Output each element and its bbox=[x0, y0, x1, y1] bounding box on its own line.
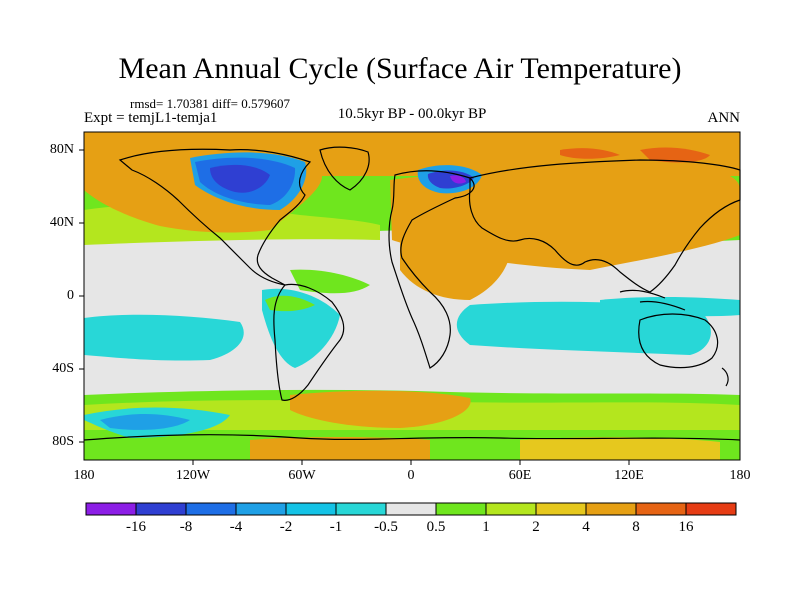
colorbar-label-11: 8 bbox=[632, 519, 640, 535]
field-southern-ocean-orange bbox=[290, 390, 471, 428]
lon-label-180w: 180 bbox=[73, 468, 95, 483]
colorbar bbox=[85, 502, 737, 516]
colorbar-label-5: -1 bbox=[329, 519, 343, 535]
colorbar-label-8: 1 bbox=[482, 519, 490, 535]
colorbar-label-7: 0.5 bbox=[426, 519, 446, 535]
coast-antarctica bbox=[83, 434, 741, 441]
field-eurasia-orange bbox=[390, 165, 740, 270]
coast-south-america bbox=[273, 283, 345, 401]
lat-label-40n: 40N bbox=[49, 215, 74, 230]
field-sa-green bbox=[265, 295, 315, 312]
lat-label-40s: 40S bbox=[52, 361, 74, 376]
field-equatorial-green bbox=[290, 269, 370, 294]
chart-title: Mean Annual Cycle (Surface Air Temperatu… bbox=[118, 52, 682, 85]
field-pacific-cyan-1 bbox=[84, 314, 244, 361]
colorbar-box-9 bbox=[485, 502, 537, 516]
colorbar-label-6: -0.5 bbox=[374, 519, 398, 535]
colorbar-box-2 bbox=[135, 502, 187, 516]
colorbar-box-3 bbox=[185, 502, 237, 516]
field-siberia-darkorange-1 bbox=[640, 147, 710, 163]
axis-ticks bbox=[79, 149, 630, 465]
coastlines bbox=[83, 146, 741, 441]
colorbar-box-10 bbox=[535, 502, 587, 516]
colorbar-box-11 bbox=[585, 502, 637, 516]
season-label: ANN bbox=[707, 110, 741, 126]
colorbar-box-12 bbox=[635, 502, 687, 516]
coast-asia bbox=[468, 159, 741, 293]
lon-label-60w: 60W bbox=[288, 468, 316, 483]
colorbar-label-1: -16 bbox=[126, 519, 146, 535]
field-fennoscandia-blue bbox=[427, 170, 474, 189]
colorbar-box-6 bbox=[335, 502, 387, 516]
coast-greenland bbox=[319, 146, 370, 191]
temperature-field bbox=[84, 132, 740, 460]
colorbar-label-10: 4 bbox=[582, 519, 590, 535]
colorbar-box-5 bbox=[285, 502, 337, 516]
colorbar-label-9: 2 bbox=[532, 519, 540, 535]
rmsd-diff-stats: rmsd= 1.70381 diff= 0.579607 bbox=[130, 96, 290, 111]
field-indian-ocean-cyan bbox=[456, 301, 711, 355]
lon-label-60e: 60E bbox=[508, 468, 532, 483]
lat-label-80s: 80S bbox=[52, 434, 74, 449]
colorbar-label-3: -4 bbox=[229, 519, 243, 535]
field-antarctic-orange bbox=[250, 437, 430, 460]
coast-australia bbox=[638, 313, 719, 369]
coast-europe-africa bbox=[388, 170, 475, 369]
colorbar-box-13 bbox=[685, 502, 737, 516]
field-siberia-darkorange-2 bbox=[560, 148, 620, 159]
colorbar-label-4: -2 bbox=[279, 519, 293, 535]
colorbar-box-7 bbox=[385, 502, 437, 516]
lon-label-0: 0 bbox=[407, 468, 415, 483]
experiment-label: Expt = temjL1-temja1 bbox=[84, 110, 218, 126]
colorbar-box-1 bbox=[85, 502, 137, 516]
lat-label-80n: 80N bbox=[49, 142, 74, 157]
period-label: 10.5kyr BP - 00.0kyr BP bbox=[337, 106, 487, 122]
field-southern-ocean-lightblue bbox=[100, 414, 190, 430]
lon-label-120w: 120W bbox=[175, 468, 211, 483]
field-antarctic-yellow bbox=[520, 437, 720, 460]
field-pacific-cyan-2 bbox=[600, 296, 740, 317]
colorbar-label-2: -8 bbox=[179, 519, 193, 535]
colorbar-box-8 bbox=[435, 502, 487, 516]
coast-new-zealand bbox=[721, 367, 729, 387]
lat-label-0: 0 bbox=[67, 288, 74, 303]
coast-indonesia bbox=[619, 289, 686, 311]
colorbar-box-4 bbox=[235, 502, 287, 516]
lon-label-120e: 120E bbox=[614, 468, 644, 483]
field-africa-orange bbox=[400, 239, 510, 300]
lon-label-180e: 180 bbox=[729, 468, 751, 483]
coast-north-america bbox=[118, 148, 312, 286]
field-fennoscandia-purple bbox=[450, 175, 466, 184]
colorbar-label-12: 16 bbox=[678, 519, 694, 535]
field-laurentide-darkblue bbox=[210, 164, 270, 193]
